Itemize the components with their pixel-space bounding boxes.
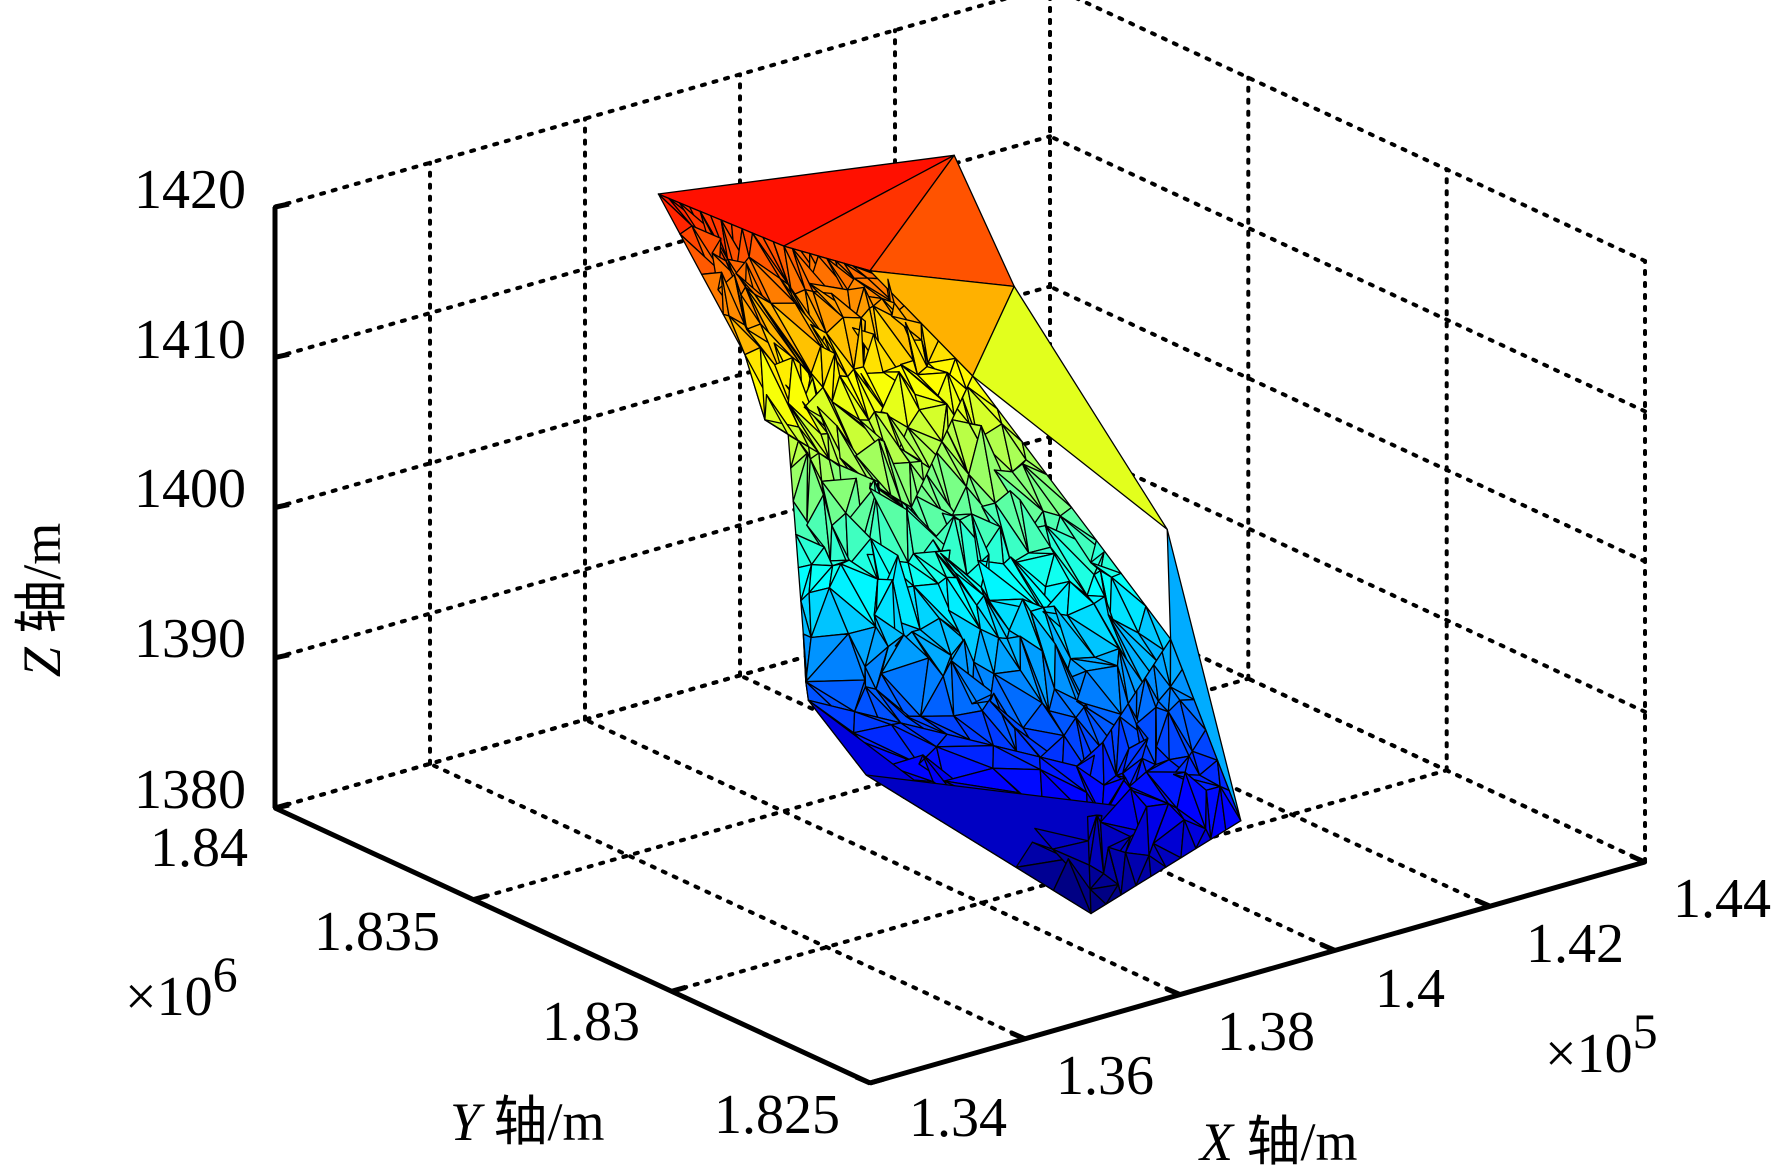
y-axis-line <box>273 805 872 1086</box>
surface-facet <box>1148 854 1167 878</box>
z-axis-label: Z 轴/m <box>12 523 72 678</box>
x-tick-mark <box>1630 853 1646 865</box>
z-tick-mark <box>274 652 290 661</box>
grid-line <box>1075 0 1647 263</box>
surface-facet <box>1152 842 1182 868</box>
x-tick-mark <box>1165 986 1181 997</box>
z-tick-label: 1400 <box>134 458 246 520</box>
x-tick-mark <box>1010 1030 1026 1042</box>
grid-line <box>428 761 1027 1041</box>
tick-marks <box>274 201 1646 1086</box>
grid-line <box>1048 434 1647 714</box>
surface-facet <box>1180 819 1197 859</box>
z-tick-labels: 1380 1390 1400 1410 1420 <box>134 159 246 821</box>
y-tick-label: 1.84 <box>150 817 248 879</box>
z-tick-label: 1420 <box>134 159 246 221</box>
x-tick-label: 1.42 <box>1526 913 1624 975</box>
z-tick-label: 1390 <box>134 608 246 670</box>
grid-line <box>1048 585 1647 864</box>
surface-facet <box>1219 785 1242 831</box>
x-tick-label: 1.38 <box>1217 1001 1315 1063</box>
surface-facet <box>1195 828 1212 850</box>
y-tick-mark <box>472 893 488 903</box>
y-tick-label: 1.83 <box>542 991 640 1053</box>
y-tick-label: 1.835 <box>314 901 440 963</box>
x-tick-label: 1.44 <box>1673 868 1771 930</box>
surface-facet <box>1089 888 1107 915</box>
x-tick-label: 1.34 <box>909 1087 1007 1149</box>
y-tick-label: 1.825 <box>714 1084 840 1146</box>
y-tick-mark <box>671 984 687 994</box>
x-axis-line <box>869 859 1646 1086</box>
grid-line <box>583 717 1182 997</box>
x-tick-mark <box>1320 942 1336 953</box>
x-axis-multiplier: ×105 <box>1545 1003 1658 1085</box>
z-tick-label: 1410 <box>134 309 246 371</box>
z-tick-label: 1380 <box>134 759 246 821</box>
x-tick-mark <box>855 1074 871 1086</box>
z-tick-mark <box>274 502 290 510</box>
surface-facet <box>1105 883 1122 905</box>
y-tick-labels: 1.825 1.83 1.835 1.84 <box>150 817 840 1146</box>
y-tick-mark <box>274 801 290 811</box>
grid-line <box>1048 284 1647 564</box>
y-axis-multiplier: ×106 <box>125 946 238 1028</box>
z-tick-mark <box>274 201 290 210</box>
x-tick-label: 1.4 <box>1375 958 1445 1020</box>
grid-line <box>273 0 1009 209</box>
x-tick-label: 1.36 <box>1056 1045 1154 1107</box>
z-tick-mark <box>274 351 290 360</box>
grid-line <box>669 768 1449 994</box>
surface-facet <box>1120 851 1137 896</box>
grid-line <box>1048 134 1647 414</box>
terrain-surface <box>657 154 1242 915</box>
y-tick-mark <box>869 1076 885 1086</box>
x-tick-mark <box>1475 897 1491 909</box>
surface-facet <box>971 285 1168 531</box>
y-axis-label: Y 轴/m <box>450 1092 605 1152</box>
x-axis-label: X 轴/m <box>1198 1112 1358 1172</box>
x-tick-labels: 1.34 1.36 1.38 1.4 1.42 1.44 <box>909 868 1771 1149</box>
